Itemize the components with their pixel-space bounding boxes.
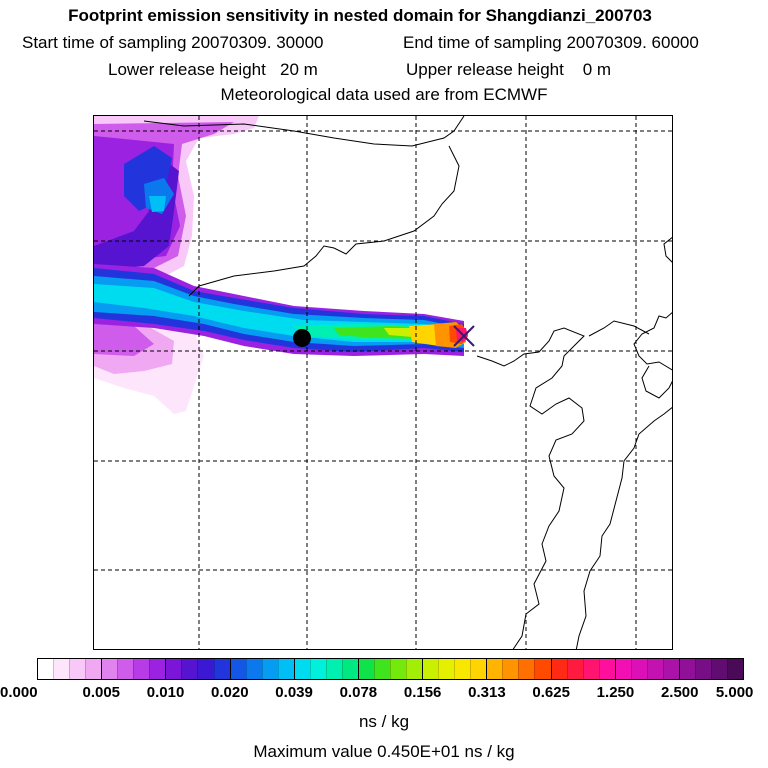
colorbar-tick-label: 0.078 bbox=[339, 684, 378, 701]
colorbar-tick-label: 0.020 bbox=[211, 684, 249, 701]
colorbar-swatch bbox=[598, 659, 615, 679]
colorbar-swatch bbox=[117, 659, 134, 679]
colorbar bbox=[37, 658, 744, 680]
colorbar-tick-label: 0.625 bbox=[532, 684, 570, 701]
colorbar-tick-label: 5.000 bbox=[715, 684, 754, 701]
colorbar-swatch bbox=[53, 659, 70, 679]
colorbar-swatch bbox=[261, 659, 278, 679]
colorbar-swatch bbox=[277, 659, 294, 679]
colorbar-swatch bbox=[165, 659, 182, 679]
start-time-label: Start time of sampling 20070309. 30000 bbox=[22, 33, 324, 52]
colorbar-tick-label: 2.500 bbox=[660, 684, 699, 701]
colorbar-swatch bbox=[470, 659, 487, 679]
footprint-corridor bbox=[94, 264, 468, 356]
colorbar-tick-label: 0.000 bbox=[0, 684, 38, 701]
map-canvas bbox=[94, 116, 672, 649]
colorbar-swatch bbox=[550, 659, 567, 679]
coastlines bbox=[143, 116, 672, 649]
colorbar-tick-label: 0.039 bbox=[275, 684, 313, 701]
colorbar-swatch bbox=[486, 659, 503, 679]
colorbar-swatch bbox=[245, 659, 262, 679]
footprint-map bbox=[93, 115, 673, 650]
station-marker bbox=[453, 325, 475, 347]
colorbar-swatch bbox=[582, 659, 599, 679]
footprint-field-south bbox=[94, 316, 204, 414]
upper-release-height-label: Upper release height 0 m bbox=[406, 60, 612, 79]
meteorological-data-label: Meteorological data used are from ECMWF bbox=[220, 85, 548, 104]
colorbar-swatch bbox=[438, 659, 455, 679]
lower-release-height-label: Lower release height 20 m bbox=[108, 60, 318, 79]
colorbar-swatch bbox=[566, 659, 583, 679]
colorbar-swatch bbox=[213, 659, 230, 679]
colorbar-swatch bbox=[454, 659, 471, 679]
colorbar-tick-label: 0.313 bbox=[468, 684, 506, 701]
colorbar-swatch bbox=[678, 659, 695, 679]
colorbar-swatch bbox=[727, 659, 743, 679]
colorbar-swatch bbox=[662, 659, 679, 679]
colorbar-swatch bbox=[373, 659, 391, 679]
colorbar-tick-label: 0.005 bbox=[82, 684, 121, 701]
end-time-label: End time of sampling 20070309. 60000 bbox=[403, 33, 699, 52]
colorbar-swatch bbox=[69, 659, 86, 679]
colorbar-swatch bbox=[357, 659, 374, 679]
colorbar-swatch bbox=[197, 659, 214, 679]
colorbar-swatch bbox=[133, 659, 150, 679]
colorbar-units: ns / kg bbox=[358, 712, 410, 731]
map-title: Footprint emission sensitivity in nested… bbox=[68, 6, 652, 25]
colorbar-swatch bbox=[518, 659, 535, 679]
colorbar-swatch bbox=[614, 659, 631, 679]
colorbar-swatch bbox=[534, 659, 551, 679]
footprint-field-north bbox=[94, 116, 259, 276]
colorbar-swatch bbox=[630, 659, 647, 679]
colorbar-swatch bbox=[101, 659, 118, 679]
colorbar-swatch bbox=[85, 659, 102, 679]
colorbar-swatch bbox=[694, 659, 711, 679]
colorbar-tick-label: 1.250 bbox=[596, 684, 635, 701]
colorbar-swatch bbox=[406, 659, 423, 679]
release-point-marker bbox=[293, 329, 311, 347]
colorbar-swatch bbox=[646, 659, 663, 679]
colorbar-swatch bbox=[309, 659, 326, 679]
colorbar-swatch bbox=[710, 659, 728, 679]
colorbar-tick-label: 0.156 bbox=[403, 684, 442, 701]
colorbar-swatch bbox=[38, 659, 54, 679]
colorbar-swatch bbox=[422, 659, 439, 679]
colorbar-swatch bbox=[502, 659, 519, 679]
graticule bbox=[94, 116, 672, 649]
colorbar-swatch bbox=[181, 659, 198, 679]
colorbar-swatch bbox=[390, 659, 407, 679]
colorbar-swatch bbox=[325, 659, 342, 679]
colorbar-tick-label: 0.010 bbox=[146, 684, 185, 701]
colorbar-swatch bbox=[341, 659, 358, 679]
colorbar-swatch bbox=[229, 659, 246, 679]
colorbar-swatch bbox=[149, 659, 166, 679]
colorbar-swatch bbox=[293, 659, 310, 679]
maximum-value-label: Maximum value 0.450E+01 ns / kg bbox=[253, 742, 515, 761]
